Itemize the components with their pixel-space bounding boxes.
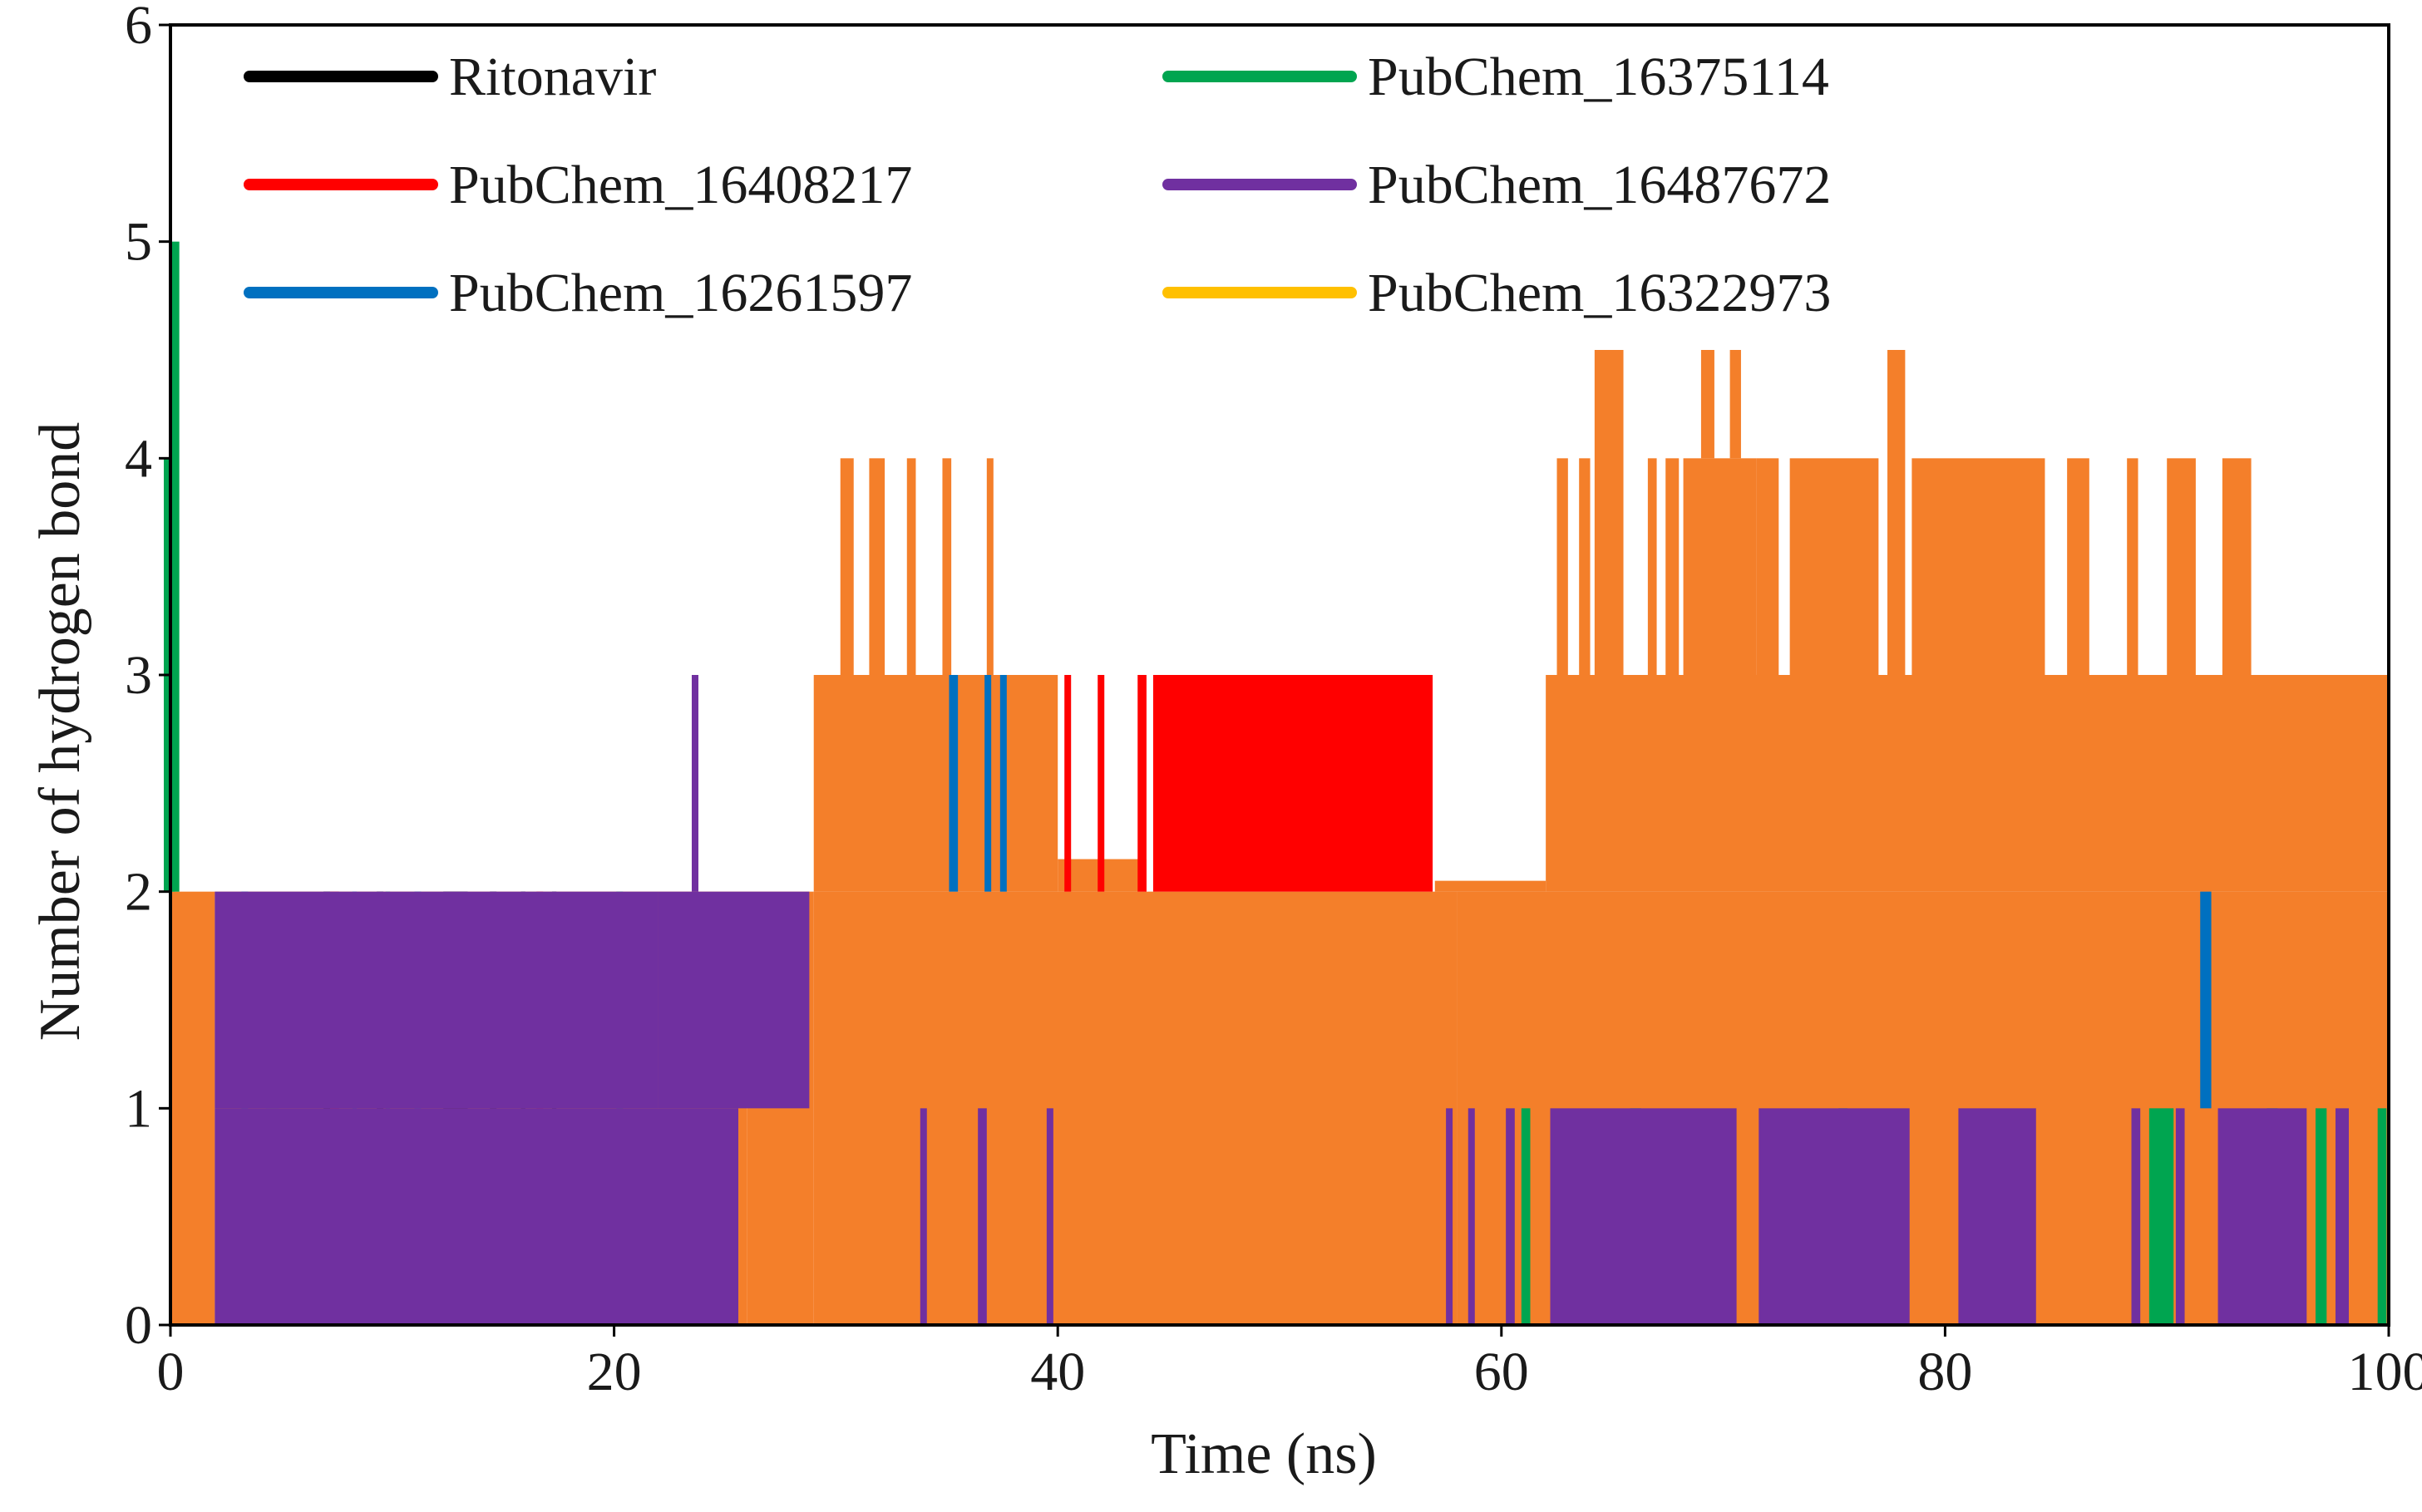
series-4-segment-8 (1468, 1108, 1475, 1325)
fill-region-14 (1557, 458, 1568, 675)
fill-region-8 (1546, 675, 2389, 892)
fill-region-27 (2127, 458, 2138, 675)
series-3-segment-10 (2316, 1108, 2326, 1325)
series-4-segment-5 (978, 1108, 987, 1325)
legend-label-2: PubChem_16261597 (449, 263, 912, 323)
series-4-segment-9 (1506, 1108, 1515, 1325)
y-tick-label-2: 2 (125, 862, 152, 923)
y-axis-title: Number of hydrogen bond (28, 422, 92, 1042)
legend-label-4: PubChem_16487672 (1368, 155, 1831, 215)
fill-region-5 (814, 675, 1058, 892)
series-4-segment-3 (692, 675, 698, 892)
legend-label-0: Ritonavir (449, 47, 656, 107)
series-2-segment-4 (984, 675, 991, 892)
fill-region-16 (1595, 350, 1624, 675)
fill-region-7 (1435, 881, 1546, 892)
x-axis-title: Time (ns) (1151, 1422, 1377, 1486)
fill-region-21 (1730, 350, 1741, 458)
x-tick-label-4: 80 (1917, 1342, 1972, 1402)
fill-region-9 (841, 458, 854, 675)
series-4-segment-11 (1759, 1108, 1909, 1325)
fill-region-0 (170, 892, 215, 1325)
x-tick-label-5: 100 (2348, 1342, 2422, 1402)
fill-region-19 (1684, 458, 1757, 675)
series-4-segment-13 (2132, 1108, 2141, 1325)
fill-region-29 (2222, 458, 2252, 675)
y-tick-label-3: 3 (125, 645, 152, 706)
y-tick-label-4: 4 (125, 428, 152, 489)
legend: Ritonavir PubChem_16375114 PubChem_1640821… (249, 47, 1831, 323)
series-2-segment-6 (2200, 892, 2211, 1109)
series-4-segment-6 (1047, 1108, 1053, 1325)
y-tick-label-6: 6 (125, 0, 152, 56)
fill-region-26 (2067, 458, 2089, 675)
legend-label-3: PubChem_16375114 (1368, 47, 1829, 107)
series-4-segment-15 (2218, 1108, 2307, 1325)
legend-label-5: PubChem_16322973 (1368, 263, 1831, 323)
x-tick-label-1: 20 (587, 1342, 642, 1402)
y-tick-label-1: 1 (125, 1078, 152, 1139)
fill-region-25 (1911, 458, 2045, 675)
series-3-segment-5 (1522, 1108, 1531, 1325)
series-4-segment-14 (2176, 1108, 2185, 1325)
fill-region-17 (1648, 458, 1657, 675)
fill-region-18 (1665, 458, 1679, 675)
series-4-segment-12 (1958, 1108, 2035, 1325)
series-4-segment-16 (2336, 1108, 2349, 1325)
fill-region-10 (869, 458, 885, 675)
y-tick-label-5: 5 (125, 212, 152, 273)
series-1-segment-2 (1064, 675, 1071, 892)
y-tick-label-0: 0 (125, 1295, 152, 1356)
series-4-segment-0 (215, 1108, 738, 1325)
series-1-segment-3 (1098, 675, 1104, 892)
fill-region-3 (814, 892, 1458, 1325)
x-tick-label-2: 40 (1030, 1342, 1085, 1402)
fill-region-24 (1887, 350, 1905, 675)
fill-region-11 (907, 458, 916, 675)
fill-region-13 (987, 458, 994, 675)
series-4-segment-7 (1446, 1108, 1453, 1325)
series-4-segment-2 (659, 892, 809, 1109)
series-3-segment-11 (2378, 1108, 2387, 1325)
series-1-segment-5 (1153, 675, 1433, 892)
plot-layer (164, 242, 2389, 1325)
series-4-segment-1 (215, 892, 659, 1109)
legend-label-1: PubChem_16408217 (449, 155, 912, 215)
series-2-segment-5 (1000, 675, 1007, 892)
fill-region-15 (1579, 458, 1590, 675)
x-tick-label-0: 0 (157, 1342, 185, 1402)
series-4-segment-10 (1550, 1108, 1736, 1325)
x-tick-label-3: 60 (1474, 1342, 1529, 1402)
fill-region-23 (1790, 458, 1879, 675)
fill-region-22 (1757, 458, 1779, 675)
fill-region-28 (2167, 458, 2196, 675)
series-1-segment-4 (1137, 675, 1147, 892)
series-4-segment-4 (920, 1108, 927, 1325)
series-2-segment-3 (949, 675, 958, 892)
series-3-segment-8 (2149, 1108, 2173, 1325)
fill-region-20 (1701, 350, 1714, 458)
fill-region-12 (942, 458, 951, 675)
